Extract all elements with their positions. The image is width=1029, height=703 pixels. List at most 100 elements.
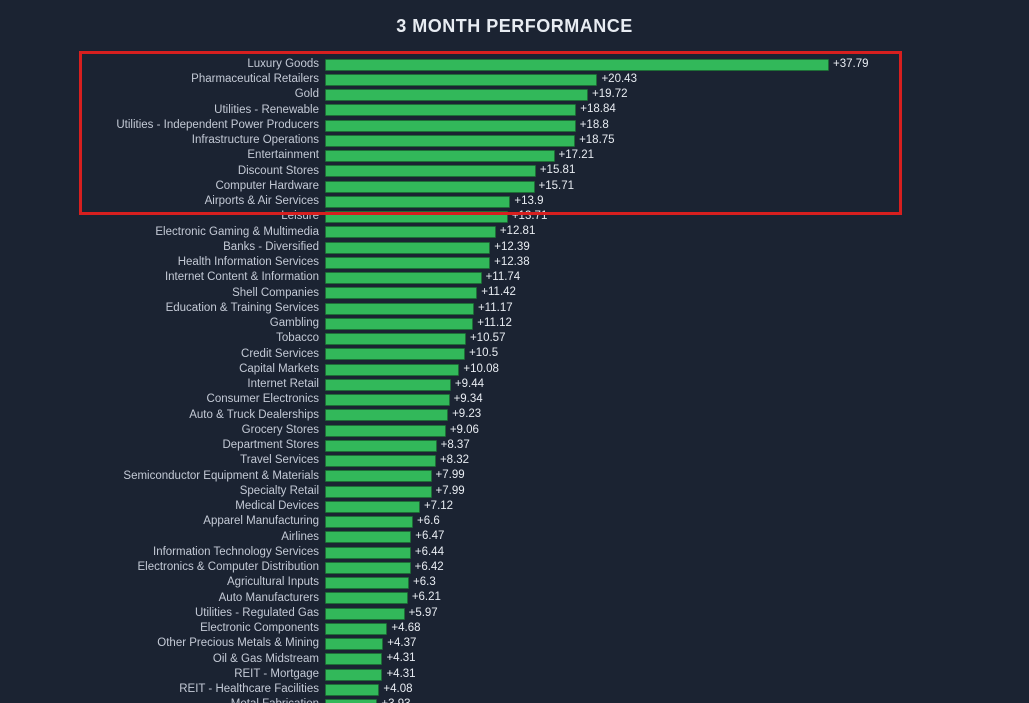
row-label: Information Technology Services — [153, 547, 323, 559]
bar-area: +12.39 — [325, 242, 989, 254]
chart-row: Internet Content & Information+11.74 — [0, 271, 1029, 286]
chart-row: Credit Services+10.5 — [0, 347, 1029, 362]
row-label: Agricultural Inputs — [227, 577, 323, 589]
row-label: Internet Retail — [247, 379, 323, 391]
row-value: +10.5 — [465, 348, 498, 360]
bar-area: +7.99 — [325, 470, 989, 482]
row-value: +6.3 — [409, 577, 436, 589]
row-label: Tobacco — [276, 333, 323, 345]
row-value: +19.72 — [588, 89, 628, 101]
row-label: Electronics & Computer Distribution — [137, 562, 323, 574]
bar — [325, 196, 510, 208]
chart-rows: Luxury Goods+37.79Pharmaceutical Retaile… — [0, 51, 1029, 703]
row-label: REIT - Mortgage — [234, 669, 323, 681]
row-value: +13.9 — [510, 196, 543, 208]
bar — [325, 257, 490, 269]
row-label: Oil & Gas Midstream — [213, 654, 323, 666]
row-label: Semiconductor Equipment & Materials — [123, 471, 323, 483]
row-value: +9.06 — [446, 425, 479, 437]
row-label: Utilities - Regulated Gas — [195, 608, 323, 620]
bar-area: +3.93 — [325, 699, 989, 703]
bar — [325, 501, 420, 513]
row-value: +10.08 — [459, 364, 499, 376]
chart-row: Health Information Services +12.38 — [0, 255, 1029, 270]
bar-area: +9.44 — [325, 379, 989, 391]
row-label: Shell Companies — [232, 288, 323, 300]
chart-row: Semiconductor Equipment & Materials +7.99 — [0, 469, 1029, 484]
bar-area: +8.37 — [325, 440, 989, 452]
chart-row: Agricultural Inputs +6.3 — [0, 576, 1029, 591]
bar-area: +20.43 — [325, 74, 989, 86]
bar-area: +15.71 — [325, 181, 989, 193]
bar — [325, 470, 432, 482]
bar — [325, 150, 555, 162]
bar-area: +6.47 — [325, 531, 989, 543]
row-label: Entertainment — [247, 150, 323, 162]
row-label: REIT - Healthcare Facilities — [179, 684, 323, 696]
row-value: +18.8 — [576, 120, 609, 132]
chart-row: Pharmaceutical Retailers+20.43 — [0, 72, 1029, 87]
row-label: Utilities - Renewable — [214, 105, 323, 117]
chart-row: Electronic Components+4.68 — [0, 621, 1029, 636]
bar — [325, 547, 411, 559]
chart-row: Luxury Goods+37.79 — [0, 57, 1029, 72]
row-value: +6.47 — [411, 531, 444, 543]
bar-area: +7.99 — [325, 486, 989, 498]
row-value: +6.6 — [413, 516, 440, 528]
row-label: Specialty Retail — [240, 486, 323, 498]
bar — [325, 608, 405, 620]
chart-row: Airports & Air Services+13.9 — [0, 194, 1029, 209]
row-label: Electronic Gaming & Multimedia — [155, 227, 323, 239]
bar — [325, 59, 829, 71]
chart-row: Utilities - Renewable+18.84 — [0, 103, 1029, 118]
bar — [325, 333, 466, 345]
row-value: +9.34 — [450, 394, 483, 406]
chart-row: REIT - Mortgage+4.31 — [0, 667, 1029, 682]
bar — [325, 287, 477, 299]
chart-row: Banks - Diversified+12.39 — [0, 240, 1029, 255]
bar — [325, 226, 496, 238]
chart-row: Apparel Manufacturing +6.6 — [0, 515, 1029, 530]
bar — [325, 348, 465, 360]
row-value: +12.38 — [490, 257, 530, 269]
bar-area: +18.75 — [325, 135, 989, 147]
chart-row: Gold+19.72 — [0, 88, 1029, 103]
bar-area: +9.23 — [325, 409, 989, 421]
bar — [325, 364, 459, 376]
chart-row: Tobacco+10.57 — [0, 332, 1029, 347]
bar — [325, 440, 437, 452]
row-label: Department Stores — [222, 440, 323, 452]
chart-row: Discount Stores+15.81 — [0, 164, 1029, 179]
bar — [325, 211, 508, 223]
bar-area: +4.31 — [325, 653, 989, 665]
bar-area: +11.17 — [325, 303, 989, 315]
chart-row: Consumer Electronics+9.34 — [0, 393, 1029, 408]
row-value: +9.44 — [451, 379, 484, 391]
chart-row: Auto Manufacturers+6.21 — [0, 591, 1029, 606]
performance-chart: 3 MONTH PERFORMANCE Luxury Goods+37.79Ph… — [0, 0, 1029, 703]
bar-area: +10.5 — [325, 348, 989, 360]
row-label: Infrastructure Operations — [192, 135, 323, 147]
row-value: +7.99 — [432, 470, 465, 482]
bar-area: +11.42 — [325, 287, 989, 299]
row-value: +11.42 — [477, 287, 516, 299]
row-label: Apparel Manufacturing — [203, 516, 323, 528]
row-value: +8.32 — [436, 455, 469, 467]
bar-area: +12.81 — [325, 226, 989, 238]
bar-area: +4.08 — [325, 684, 989, 696]
row-label: Medical Devices — [235, 501, 323, 513]
row-value: +15.71 — [535, 181, 575, 193]
bar-area: +4.68 — [325, 623, 989, 635]
chart-row: Information Technology Services +6.44 — [0, 545, 1029, 560]
bar — [325, 669, 382, 681]
chart-row: Metal Fabrication+3.93 — [0, 698, 1029, 703]
chart-row: Utilities - Regulated Gas+5.97 — [0, 606, 1029, 621]
row-value: +3.93 — [377, 699, 410, 703]
chart-row: Computer Hardware+15.71 — [0, 179, 1029, 194]
row-value: +20.43 — [597, 74, 637, 86]
row-value: +6.44 — [411, 547, 444, 559]
row-value: +8.37 — [437, 440, 470, 452]
chart-title: 3 MONTH PERFORMANCE — [0, 16, 1029, 37]
row-label: Health Information Services — [178, 257, 323, 269]
row-value: +11.12 — [473, 318, 512, 330]
